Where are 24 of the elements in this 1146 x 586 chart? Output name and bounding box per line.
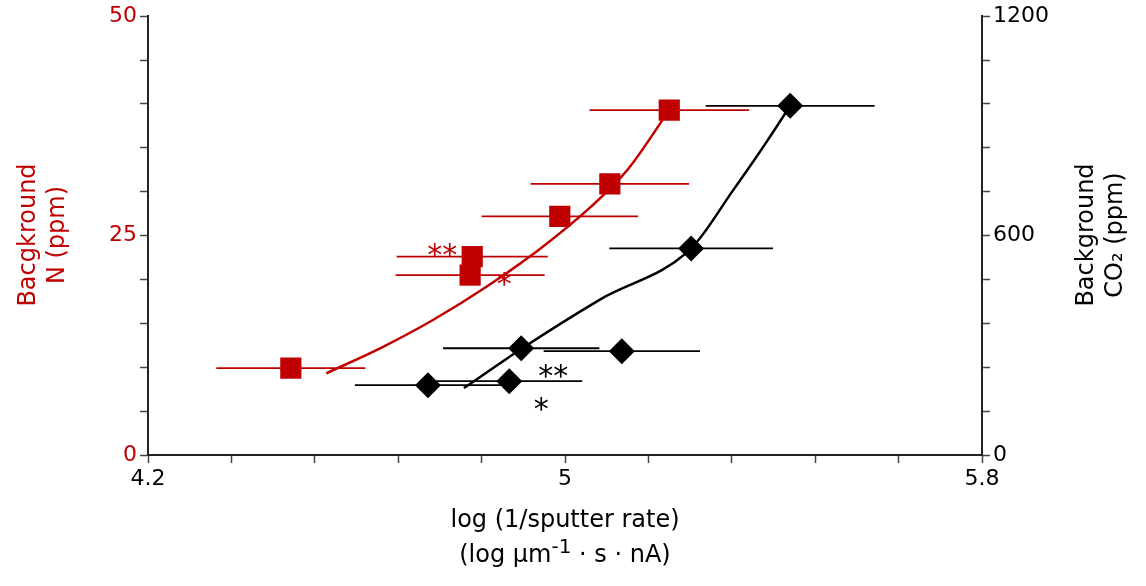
point — [658, 99, 680, 121]
x-tick-label: 4.2 — [130, 464, 166, 490]
y-tick-label: 50 — [109, 1, 137, 27]
point — [549, 205, 571, 227]
data-label: ** — [427, 236, 458, 272]
point — [777, 92, 804, 119]
point — [608, 338, 635, 365]
x-axis-title: log (1/sputter rate) (log µm$^{-1}$ · s · nA) — [450, 505, 680, 569]
point — [678, 235, 705, 262]
point — [599, 173, 621, 195]
y-tick-label: 25 — [109, 221, 137, 247]
point — [280, 357, 302, 379]
x-tick-label: 5.8 — [964, 464, 1000, 490]
x-tick-label: 5 — [558, 464, 572, 490]
y2-tick-label: 600 — [993, 221, 1035, 247]
point — [414, 372, 441, 399]
y2-tick-label: 0 — [993, 440, 1007, 466]
point — [496, 368, 523, 395]
y-axis-title: Bacgkround N (ppm) — [13, 163, 71, 307]
point — [459, 264, 481, 286]
y2-tick-label: 1200 — [993, 1, 1049, 27]
y-tick-label: 0 — [123, 440, 137, 466]
y2-axis-title: Background CO₂ (ppm) — [1071, 163, 1129, 307]
point — [508, 335, 535, 362]
